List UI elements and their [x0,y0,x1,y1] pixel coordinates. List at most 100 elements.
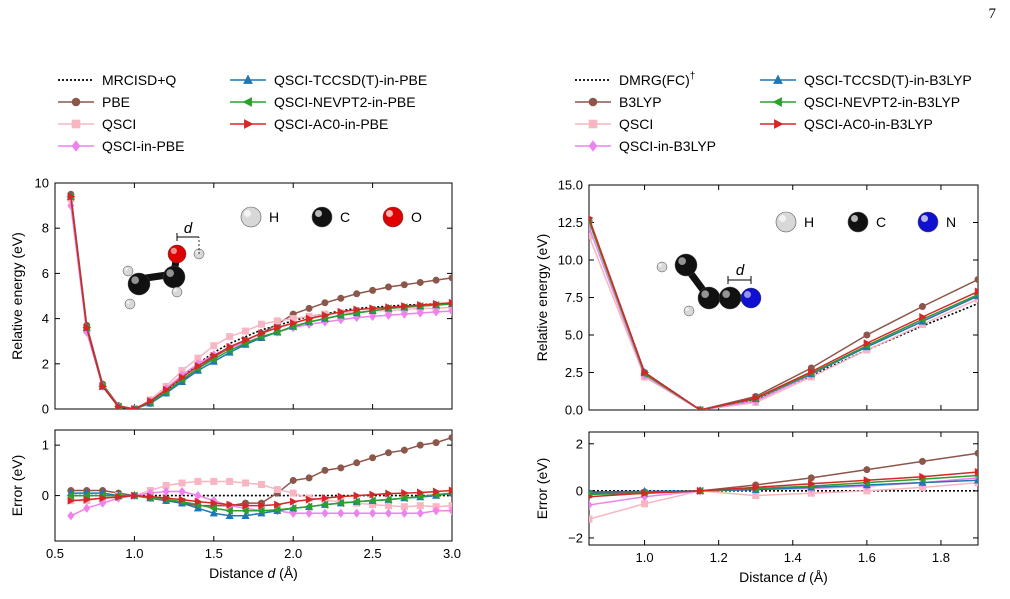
legend-entry: QSCI-AC0-in-PBE [230,116,388,132]
top-axes-frame [54,182,453,410]
x-tick-label: 2.5 [364,546,382,561]
error-data-point [448,506,452,516]
atom-label: H [269,209,279,225]
atom-highlight [701,290,710,298]
legend-swatch-marker [773,74,783,84]
legend-label: QSCI-in-B3LYP [619,138,716,154]
legend-label: QSCI-NEVPT2-in-B3LYP [804,94,960,110]
energy-data-point [131,404,139,409]
error-data-point [320,500,329,509]
atom-legend-c: C [311,206,350,228]
energy-data-point [274,323,282,332]
energy-data-point [353,290,361,298]
x-tick-label: 1.0 [125,546,143,561]
error-data-point [807,474,815,482]
energy-data-point [752,393,761,403]
error-data-point [178,479,186,487]
atom-label: C [876,214,886,230]
energy-data-point [863,339,872,348]
atom-label: H [804,214,814,230]
energy-data-point [242,327,250,335]
y-tick-label: 2.5 [565,365,583,380]
error-data-point [336,499,345,508]
energy-data-point [432,307,440,317]
atom-highlight [195,250,199,254]
energy-data-point [384,310,393,320]
atom-sphere [917,211,939,233]
error-data-point [289,489,297,497]
legend-label: PBE [102,94,130,110]
y-tick-label: 4 [42,311,49,326]
error-data-point [417,488,425,497]
atom-highlight [386,210,393,217]
error-data-point [178,486,186,497]
energy-data-point [384,283,392,291]
atom-highlight [173,288,177,292]
error-data-point [242,501,251,510]
oxygen-atom [167,244,187,264]
error-data-point [66,491,75,500]
error-data-point [973,475,978,484]
atom-highlight [166,269,174,277]
hydrogen-atom [122,265,134,277]
error-data-point [918,457,926,465]
energy-data-point [369,286,377,294]
y-tick-label: 8 [42,221,49,236]
energy-data-point [416,308,424,318]
error-data-point [115,493,124,502]
energy-data-point [448,298,452,307]
y-tick-label: 5.0 [565,328,583,343]
atom-highlight [244,210,251,217]
legend-swatch-marker [588,119,598,129]
energy-series-layer [66,190,452,409]
energy-data-point [147,397,155,406]
error-data-point [225,511,234,519]
energy-data-point [589,215,594,221]
error-data-point [337,508,345,518]
atom-highlight [124,267,128,271]
error-data-point [353,459,361,467]
energy-series-line [589,220,978,410]
energy-series-line [589,235,978,410]
hydrogen-atom [171,286,183,298]
legend-swatch-marker [774,119,784,129]
atom-highlight [315,210,322,217]
energy-data-point [226,342,235,351]
error-series-layer [589,449,978,523]
atom-highlight [921,215,928,222]
error-data-point [416,508,424,518]
bottom-axes-frame [54,429,453,542]
energy-data-point [226,333,234,341]
atom-legend-h: H [775,211,814,233]
carbon-atom [697,286,721,310]
error-data-point [352,497,360,506]
bottom-y-axis-label: Error (eV) [9,455,25,516]
atom-sphere [311,206,333,228]
atom-highlight [170,247,178,255]
error-data-point [368,496,376,505]
y-tick-label: 10 [35,176,49,191]
molecule-inset: d [122,220,205,310]
nitrogen-atom [740,287,762,309]
energy-data-point [290,319,298,328]
energy-data-point [353,305,362,314]
error-data-point [194,477,202,485]
error-data-point [353,491,362,500]
hydrogen-atom [683,305,695,317]
x-tick-label: 1.2 [710,550,728,565]
x-tick-label: 1.8 [932,550,950,565]
energy-data-point [400,281,408,289]
error-data-point [289,476,297,484]
error-data-point [273,486,281,494]
error-data-point [83,503,91,513]
hydrogen-atom [124,298,136,310]
atom-highlight [658,263,662,267]
energy-data-point [337,294,345,302]
legend-entry: QSCI [575,116,653,132]
error-data-point [369,508,377,518]
error-data-point [974,449,978,457]
energy-data-point [416,278,424,286]
x-tick-label: 1.5 [205,546,223,561]
legend-swatch-marker [244,119,254,129]
y-tick-label: 0 [576,483,583,498]
